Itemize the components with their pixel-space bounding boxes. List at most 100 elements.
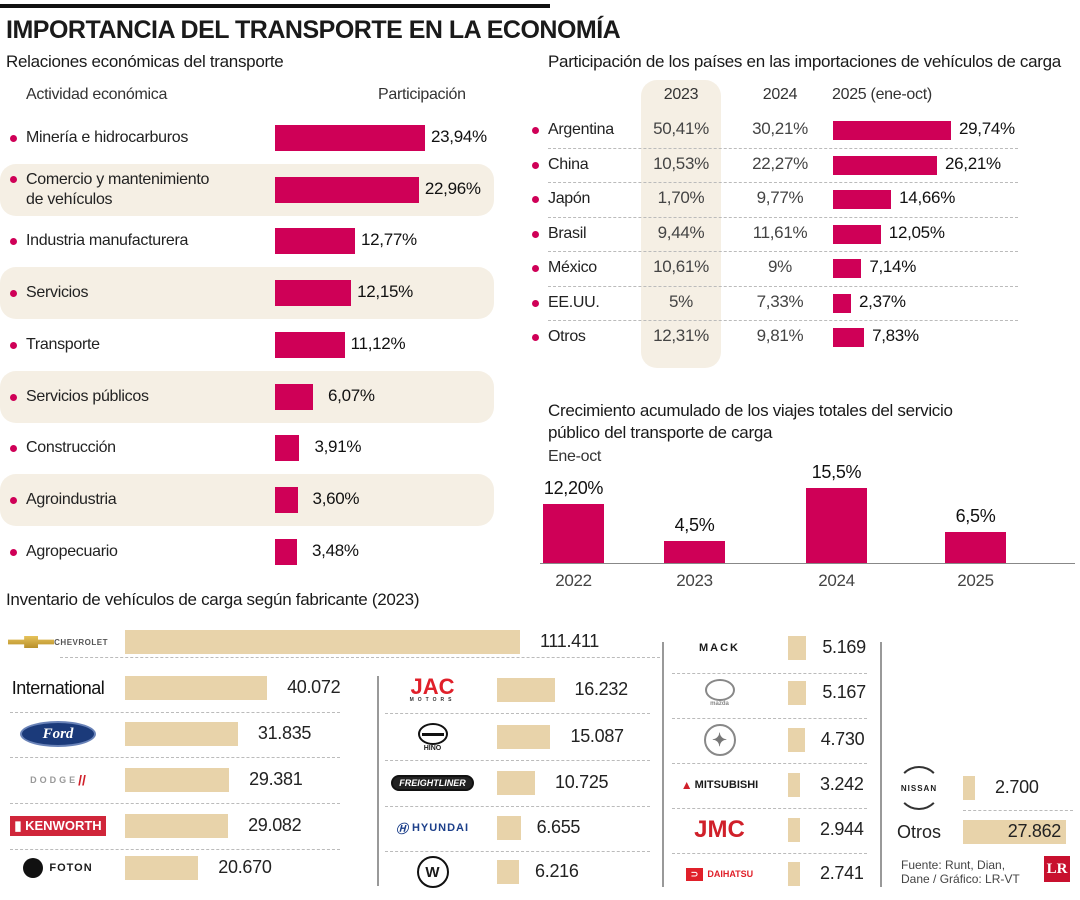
growth-bar bbox=[664, 541, 725, 563]
hino-logo-icon: HINO bbox=[385, 719, 480, 755]
inventory-value: 10.725 bbox=[555, 772, 609, 792]
bullet-icon bbox=[10, 175, 17, 183]
logo-part: JAC bbox=[410, 674, 455, 699]
year-label: 2023 bbox=[676, 571, 713, 590]
share-bar bbox=[275, 228, 355, 255]
lr-logo-icon: LR bbox=[1044, 856, 1070, 882]
logo-part: HINO bbox=[417, 722, 448, 752]
value-2025: 7,83% bbox=[872, 326, 919, 345]
otros-label: Otros bbox=[888, 814, 950, 850]
row-divider bbox=[385, 851, 650, 852]
dodge-logo-icon: DODGE// bbox=[8, 762, 108, 798]
activity-label-line: Agropecuario bbox=[26, 542, 118, 560]
mercedes-logo-icon: ✦ bbox=[672, 722, 767, 758]
bar-2025 bbox=[833, 293, 851, 313]
bullet-icon bbox=[532, 230, 539, 238]
activity-label: Minería e hidrocarburos bbox=[26, 128, 188, 148]
row-divider bbox=[963, 810, 1073, 811]
inventory-value: 2.700 bbox=[995, 777, 1039, 797]
value-2023: 10,61% bbox=[653, 257, 709, 276]
activity-label: Servicios públicos bbox=[26, 387, 149, 407]
bar-2025 bbox=[833, 224, 881, 244]
bullet-icon bbox=[10, 496, 17, 504]
volkswagen-logo-icon: W bbox=[385, 854, 480, 890]
country-label: EE.UU. bbox=[548, 293, 600, 311]
growth-value: 4,5% bbox=[674, 515, 715, 536]
value-2024: 30,21% bbox=[752, 119, 808, 138]
mitsubishi-logo-icon: ▲ MITSUBISHI bbox=[672, 767, 767, 803]
row-divider bbox=[548, 147, 1018, 149]
value-2024: 22,27% bbox=[752, 153, 808, 173]
row-divider bbox=[672, 718, 867, 719]
activity-label-line: Minería e hidrocarburos bbox=[26, 129, 189, 146]
logo-part: CHEVROLET bbox=[54, 637, 108, 647]
activity-label: Industria manufacturera bbox=[26, 231, 188, 251]
share-bar bbox=[275, 280, 352, 307]
inventory-bar bbox=[788, 773, 800, 797]
activity-label: Transporte bbox=[26, 335, 100, 355]
row-divider bbox=[548, 251, 1018, 252]
logo-part: mazda bbox=[704, 679, 735, 707]
crecimiento-title-line2: público del transporte de carga bbox=[548, 423, 773, 442]
row-divider bbox=[548, 285, 1018, 287]
row-divider bbox=[385, 713, 650, 714]
row-divider bbox=[10, 757, 340, 758]
value-2025: 26,21% bbox=[944, 153, 1001, 173]
logo-part: MITSUBISHI bbox=[694, 779, 759, 791]
bar-2025 bbox=[833, 121, 951, 140]
row-divider bbox=[385, 806, 650, 807]
inventory-bar bbox=[788, 636, 807, 660]
inventory-bar bbox=[125, 722, 238, 746]
foton-logo-icon: FOTON bbox=[8, 850, 108, 886]
inventory-value: 15.087 bbox=[570, 726, 624, 746]
column-divider-1 bbox=[377, 676, 379, 886]
international-logo: International bbox=[8, 670, 108, 706]
activity-column-header: Actividad económica bbox=[26, 86, 168, 103]
value-2024: 9% bbox=[768, 257, 792, 276]
logo-part: FREIGHTLINER bbox=[391, 775, 474, 791]
value-2025: 12,05% bbox=[888, 222, 945, 242]
logo-part: ⊃ bbox=[685, 867, 704, 881]
value-2023: 50,41% bbox=[653, 119, 709, 138]
nissan-logo-icon: NISSAN bbox=[888, 766, 950, 810]
growth-bar bbox=[806, 488, 867, 563]
value-2024: 9,77% bbox=[756, 188, 804, 207]
logo-part: ▮ KENWORTH bbox=[10, 816, 106, 836]
source-line2: Dane / Gráfico: LR-VT bbox=[901, 872, 1020, 886]
share-bar bbox=[275, 538, 297, 565]
crecimiento-title: Crecimiento acumulado de los viajes tota… bbox=[548, 400, 953, 444]
activity-label-line: Construcción bbox=[26, 439, 116, 457]
bullet-icon bbox=[10, 341, 17, 349]
relaciones-title: Relaciones económicas del transporte bbox=[6, 52, 284, 71]
bullet-icon bbox=[10, 238, 17, 246]
inventory-value: 111.411 bbox=[540, 631, 599, 651]
crecimiento-title-line1: Crecimiento acumulado de los viajes tota… bbox=[548, 401, 953, 420]
logo-part bbox=[23, 858, 44, 878]
inventory-value: 3.242 bbox=[820, 774, 864, 794]
logo-part: DODGE bbox=[30, 775, 79, 785]
logo-part: NISSAN bbox=[897, 766, 941, 810]
inventory-bar bbox=[497, 771, 536, 795]
share-bar bbox=[275, 125, 425, 151]
country-label: Otros bbox=[548, 328, 586, 345]
share-value: 3,60% bbox=[312, 488, 360, 508]
growth-value: 12,20% bbox=[543, 477, 604, 498]
hyundai-logo-icon: Ⓗ HYUNDAI bbox=[385, 810, 480, 846]
row-band bbox=[0, 267, 494, 320]
chevrolet-logo-icon: CHEVROLET bbox=[8, 624, 108, 660]
logo-part: MOTORS bbox=[409, 697, 456, 703]
mack-logo-icon: MACK bbox=[672, 630, 767, 666]
logo-part: MACK bbox=[699, 642, 740, 654]
logo-part: FOTON bbox=[49, 862, 93, 874]
growth-bar bbox=[945, 531, 1006, 563]
logo-part: Ford bbox=[20, 721, 96, 747]
value-2025: 2,37% bbox=[859, 291, 906, 311]
page-title: IMPORTANCIA DEL TRANSPORTE EN LA ECONOMÍ… bbox=[6, 16, 621, 44]
inventory-bar bbox=[963, 776, 975, 800]
value-2024: 9,81% bbox=[756, 326, 804, 345]
activity-label: Comercio y mantenimiento de vehículos bbox=[26, 170, 209, 210]
inventory-value: 31.835 bbox=[257, 723, 312, 743]
inventory-bar bbox=[125, 814, 229, 838]
daihatsu-logo-icon: ⊃ DAIHATSU bbox=[672, 856, 767, 892]
country-label: México bbox=[548, 259, 597, 276]
